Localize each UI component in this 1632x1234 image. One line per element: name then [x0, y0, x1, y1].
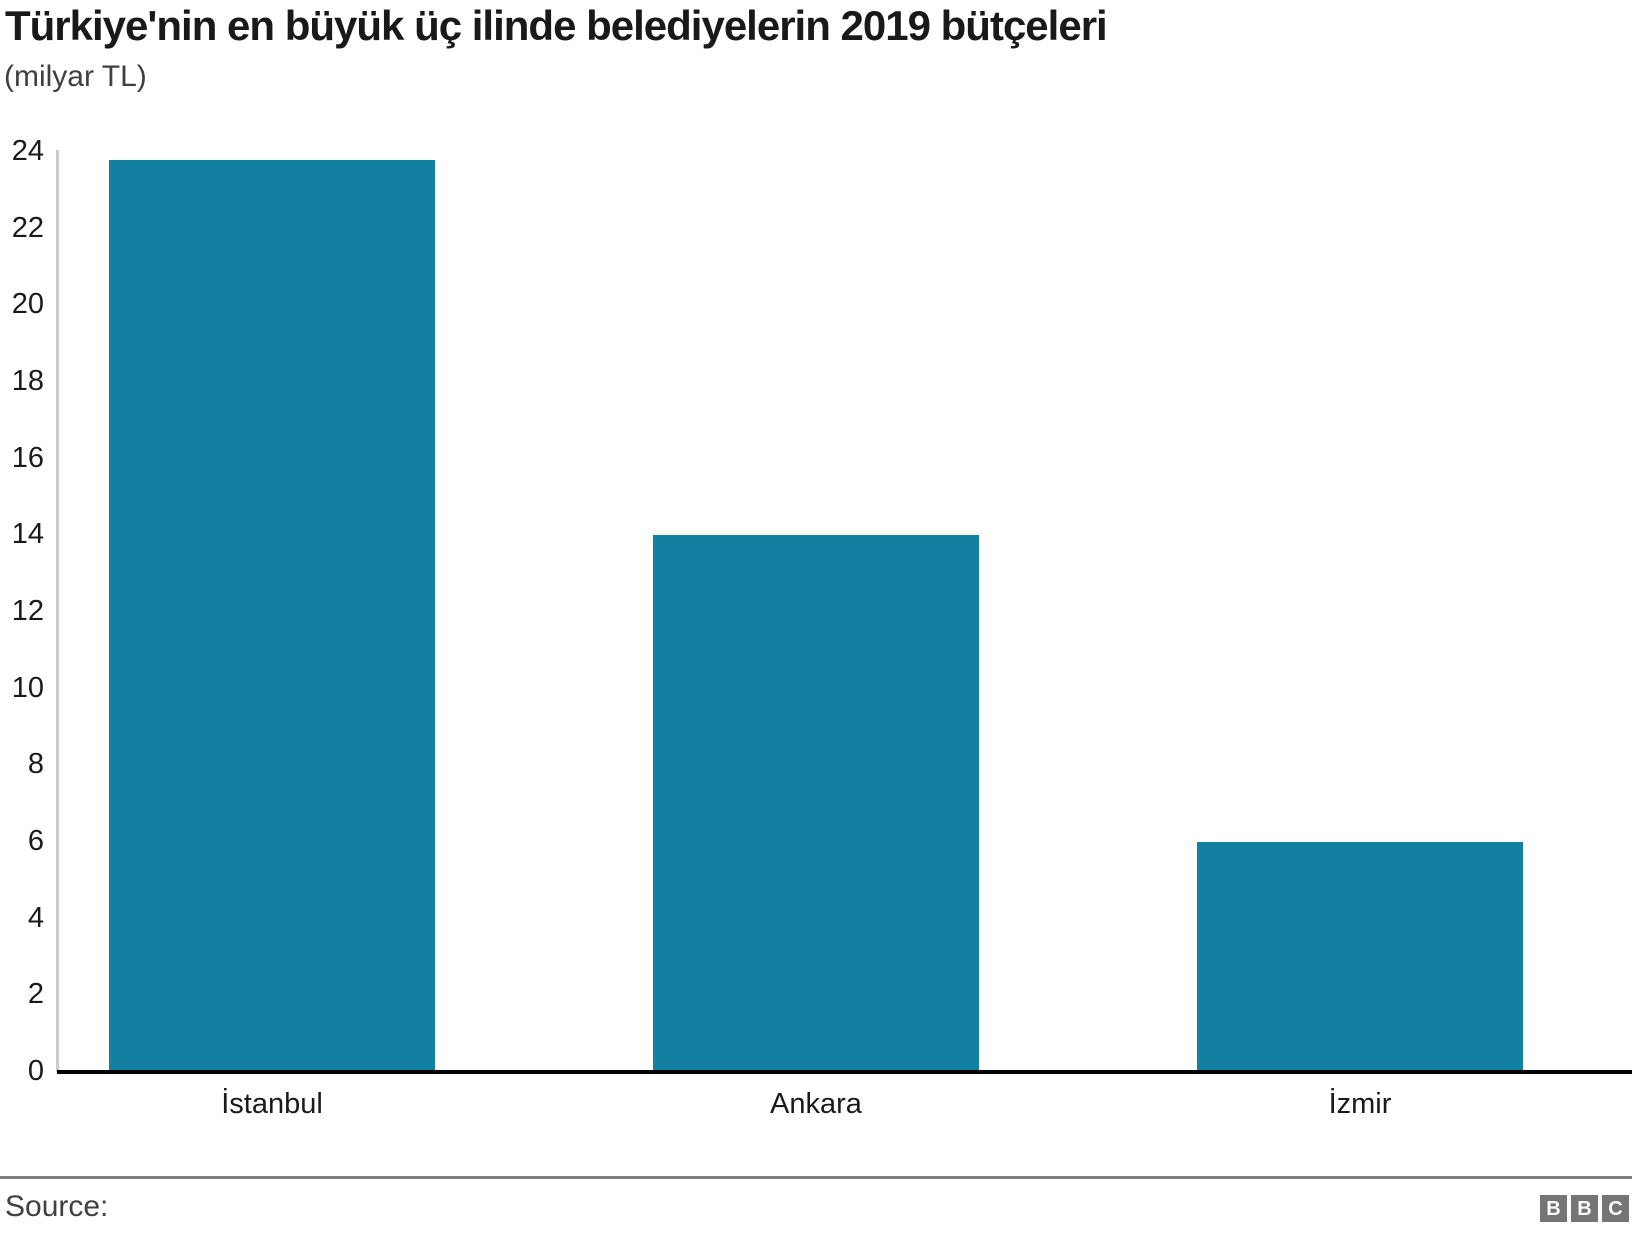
y-tick-label: 0: [27, 1054, 44, 1087]
source-label: Source:: [5, 1190, 109, 1223]
y-tick-label: 22: [11, 211, 44, 244]
bbc-logo-letter: B: [1546, 1197, 1561, 1220]
chart-subtitle: (milyar TL): [4, 60, 147, 93]
bars-area: [0, 152, 1632, 1072]
bbc-logo-box: C: [1602, 1195, 1629, 1222]
y-axis-line: [56, 150, 59, 1072]
x-axis-label: Ankara: [770, 1088, 862, 1120]
bbc-logo-letter: B: [1577, 1197, 1592, 1220]
y-tick-label: 8: [27, 748, 44, 781]
bar-ankara: [652, 535, 980, 1072]
bbc-logo-box: B: [1540, 1195, 1567, 1222]
x-axis-label: İzmir: [1328, 1088, 1392, 1120]
x-axis-label: İstanbul: [221, 1088, 323, 1120]
y-tick-label: 12: [11, 594, 44, 627]
y-tick-label: 16: [11, 441, 44, 474]
bbc-logo-letter: C: [1608, 1197, 1623, 1220]
y-tick-label: 6: [27, 824, 44, 857]
chart-title: Türkiye'nin en büyük üç ilinde belediyel…: [5, 2, 1108, 49]
x-axis-labels: İstanbul Ankara İzmir: [0, 1088, 1632, 1121]
bar-slot: [1088, 152, 1632, 1072]
bar-istanbul: [108, 159, 436, 1072]
x-axis-line: [57, 1070, 1632, 1074]
y-tick-label: 4: [27, 901, 44, 934]
y-tick-label: 18: [11, 364, 44, 397]
y-tick-label: 20: [11, 288, 44, 321]
y-tick-label: 2: [27, 978, 44, 1011]
y-tick-label: 14: [11, 518, 44, 551]
y-tick-label: 24: [11, 134, 44, 167]
footer-separator: [0, 1176, 1632, 1179]
bar-slot: [544, 152, 1088, 1072]
bar-izmir: [1196, 842, 1524, 1072]
bbc-logo-box: B: [1571, 1195, 1598, 1222]
bar-slot: [0, 152, 544, 1072]
y-tick-label: 10: [11, 671, 44, 704]
